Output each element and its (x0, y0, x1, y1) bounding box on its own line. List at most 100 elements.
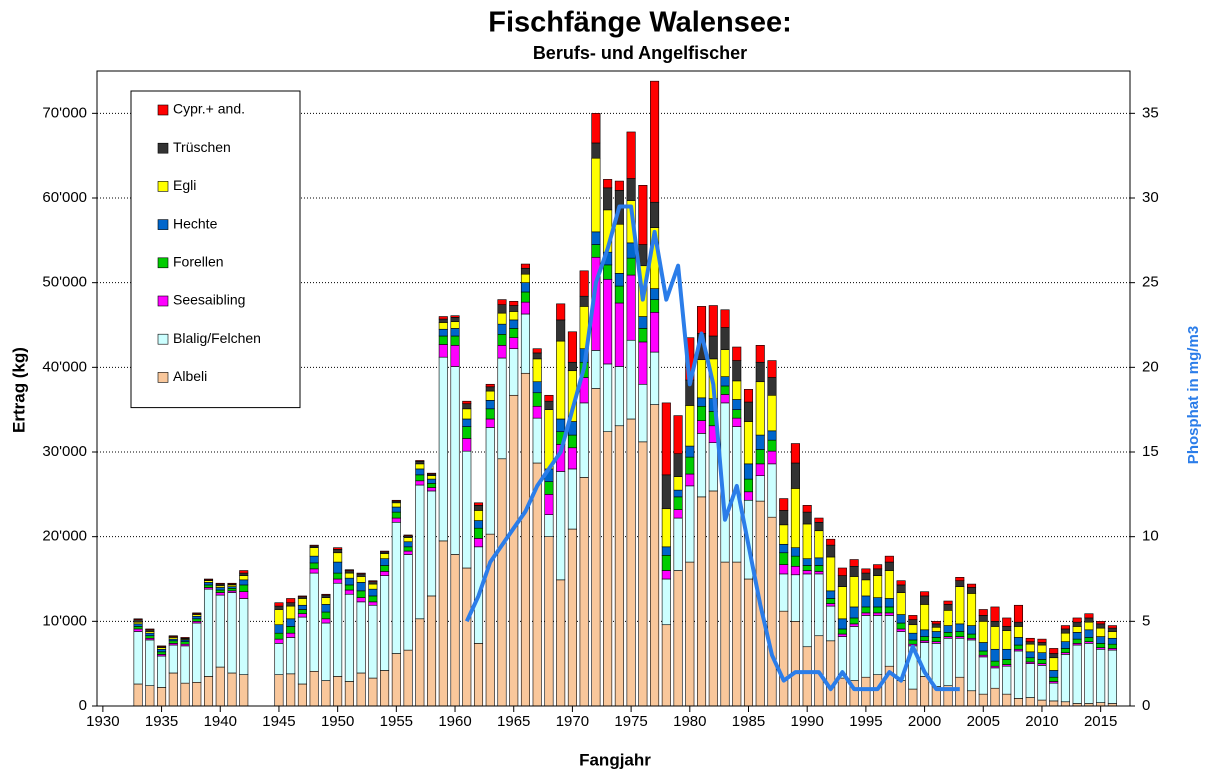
bar-segment (814, 517, 824, 523)
bar-segment (462, 418, 472, 427)
bar-segment (180, 645, 190, 684)
bar-segment (849, 559, 859, 567)
y2-tick-label: 25 (1142, 274, 1159, 291)
bar-segment (873, 615, 883, 675)
bar-segment (274, 674, 284, 707)
bar-segment (438, 540, 448, 707)
bar-segment (685, 485, 695, 563)
bar-segment (861, 579, 871, 597)
bar-segment (779, 510, 789, 526)
bar-segment (356, 590, 366, 598)
bar-segment (767, 360, 777, 378)
bar-segment (133, 626, 143, 630)
bar-segment (532, 348, 542, 354)
bar-segment (790, 555, 800, 567)
bar-segment (286, 673, 296, 707)
bar-segment (826, 598, 836, 604)
bar-segment (990, 626, 1000, 650)
bar-segment (638, 341, 648, 385)
bar-segment (544, 481, 554, 495)
legend-label: Egli (173, 177, 196, 193)
bar-segment (990, 687, 1000, 707)
bar-segment (297, 683, 307, 707)
bar-segment (626, 274, 636, 341)
bar-segment (743, 389, 754, 403)
bar-segment (720, 394, 730, 404)
bar-segment (908, 639, 918, 645)
bar-segment (157, 651, 167, 655)
bar-segment (990, 667, 1000, 689)
bar-segment (344, 593, 354, 682)
bar-segment (368, 595, 378, 603)
bar-segment (239, 584, 249, 593)
bar-segment (708, 442, 718, 492)
bar-segment (1084, 643, 1094, 704)
bar-segment (978, 693, 988, 707)
legend-swatch (157, 181, 169, 192)
bar-segment (978, 656, 988, 695)
bar-segment (1037, 659, 1047, 664)
bar-segment (790, 621, 800, 707)
bar-segment (990, 648, 1000, 662)
bar-segment (896, 580, 906, 586)
x-tick-label: 2015 (1084, 713, 1117, 730)
bar-segment (532, 358, 542, 383)
bar-segment (650, 288, 660, 300)
bar-segment (779, 610, 789, 707)
bar-segment (967, 587, 977, 594)
bar-segment (1037, 644, 1047, 653)
legend-swatch (157, 142, 169, 154)
bar-segment (837, 567, 847, 576)
bar-segment (732, 561, 742, 707)
bar-segment (556, 579, 566, 707)
y-axis-label: Ertrag (kg) (9, 347, 28, 433)
bar-segment (673, 517, 683, 571)
bar-segment (1002, 630, 1012, 650)
bar-segment (403, 537, 413, 543)
bar-segment (661, 508, 671, 548)
bar-segment (767, 463, 777, 518)
bar-segment (1013, 637, 1024, 646)
legend-swatch (157, 333, 169, 345)
x-tick-label: 2010 (1025, 713, 1058, 730)
bar-segment (579, 295, 589, 307)
bar-segment (356, 582, 366, 592)
bar-segment (274, 602, 284, 607)
y2-tick-label: 10 (1142, 528, 1159, 545)
bar-segment (767, 516, 777, 707)
bar-segment (967, 583, 977, 588)
bar-segment (567, 361, 577, 372)
legend-label: Albeli (173, 368, 207, 384)
bar-segment (368, 677, 378, 707)
bar-segment (520, 282, 530, 293)
bar-segment (497, 334, 507, 346)
bar-segment (215, 587, 225, 591)
y2-tick-label: 15 (1142, 443, 1159, 460)
bar-segment (967, 639, 977, 692)
bar-segment (955, 577, 965, 581)
bar-segment (309, 568, 319, 574)
bar-segment (485, 408, 495, 420)
bar-segment (591, 388, 601, 707)
bar-segment (638, 383, 648, 443)
bar-segment (192, 615, 202, 620)
bar-segment (133, 619, 143, 623)
bar-segment (873, 568, 883, 576)
bar-segment (861, 612, 871, 616)
bar-segment (497, 304, 507, 314)
x-tick-label: 1945 (262, 713, 295, 730)
bar-segment (1002, 665, 1012, 695)
bar-segment (450, 345, 460, 367)
bar-segment (591, 231, 601, 245)
bar-segment (1107, 643, 1117, 649)
bar-segment (579, 402, 589, 478)
bar-segment (497, 357, 507, 460)
bar-segment (943, 610, 953, 626)
bar-segment (732, 346, 742, 361)
bar-segment (603, 363, 613, 432)
bar-segment (837, 677, 847, 707)
bar-segment (333, 549, 343, 554)
legend-label: Seesaibling (173, 292, 245, 308)
bar-segment (755, 434, 765, 450)
legend-swatch (157, 219, 169, 230)
